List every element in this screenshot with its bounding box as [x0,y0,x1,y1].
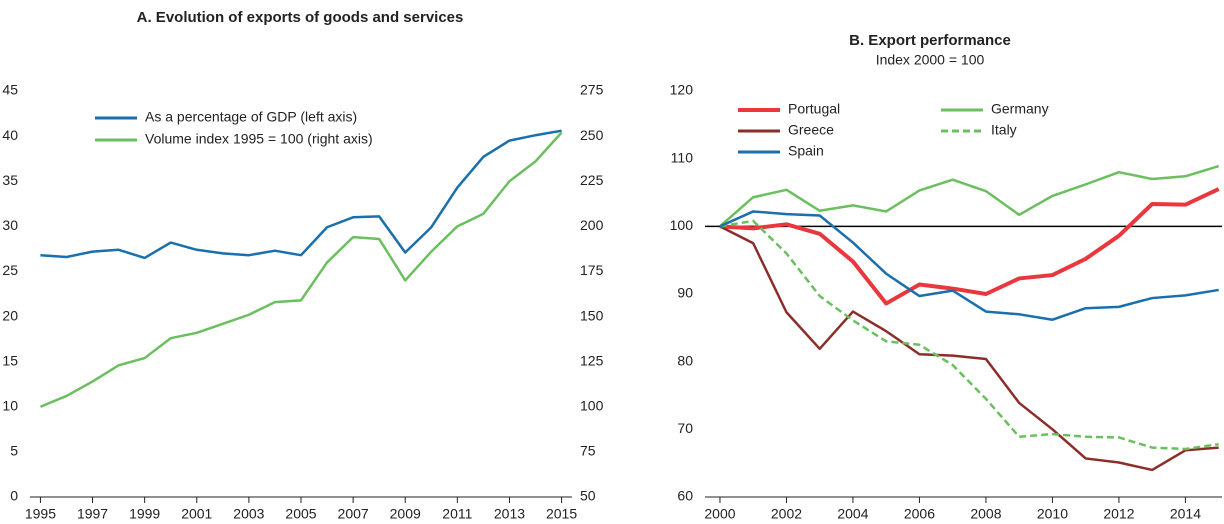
y-tick-label: 25 [2,262,18,278]
y2-tick-label: 50 [580,488,596,504]
y2-tick-label: 200 [580,217,604,233]
x-tick-label: 2004 [837,506,868,522]
series-line [39,131,563,408]
x-tick-label: 2014 [1170,506,1201,522]
y-tick-label: 35 [2,172,18,188]
chart-title: A. Evolution of exports of goods and ser… [137,9,464,26]
y-tick-label: 45 [2,82,18,98]
y2-tick-label: 125 [580,352,604,368]
x-tick-label: 2006 [904,506,935,522]
x-tick-label: 2010 [1037,506,1068,522]
legend-label: Portugal [788,101,840,117]
x-tick-label: 2013 [494,506,525,522]
y2-tick-label: 75 [580,443,596,459]
y-tick-label: 30 [2,217,18,233]
y2-tick-label: 100 [580,397,604,413]
y-tick-label: 15 [2,352,18,368]
x-tick-label: 2005 [285,506,316,522]
legend-label: Italy [991,122,1017,138]
x-tick-label: 2015 [546,506,577,522]
y-tick-label: 100 [670,217,694,233]
y2-tick-label: 225 [580,172,604,188]
x-tick-label: 2002 [771,506,802,522]
y-tick-label: 20 [2,307,18,323]
chart-subtitle: Index 2000 = 100 [876,52,985,68]
x-tick-label: 2009 [390,506,421,522]
legend-label: As a percentage of GDP (left axis) [145,109,357,125]
series-line [719,164,1220,228]
x-tick-label: 2008 [970,506,1001,522]
y-tick-label: 110 [671,149,694,165]
y-tick-label: 0 [10,488,18,504]
legend-label: Spain [788,143,824,159]
x-tick-label: 2001 [181,506,212,522]
x-tick-label: 2003 [233,506,264,522]
y-tick-label: 70 [677,420,693,436]
y2-tick-label: 250 [580,127,604,143]
y-tick-label: 80 [677,352,693,368]
x-tick-label: 2007 [338,506,369,522]
x-tick-label: 2011 [442,506,472,522]
x-tick-label: 1999 [129,506,160,522]
series-line [719,219,1219,451]
legend-label: Germany [991,101,1049,117]
x-tick-label: 2012 [1103,506,1134,522]
y-tick-label: 5 [10,443,18,459]
series-line [40,129,562,260]
series-line [719,225,1219,472]
y2-tick-label: 175 [580,262,604,278]
y-tick-label: 60 [677,488,693,504]
legend-label: Greece [788,122,834,138]
chart-title: B. Export performance [849,32,1011,49]
y-tick-label: 40 [2,127,18,143]
y-tick-label: 120 [670,82,694,98]
y-tick-label: 90 [677,285,693,301]
x-tick-label: 1997 [77,506,108,522]
series-line [719,187,1220,306]
y2-tick-label: 150 [580,307,604,323]
legend-label: Volume index 1995 = 100 (right axis) [145,131,373,147]
series-line [719,210,1219,321]
y-tick-label: 10 [2,397,18,413]
x-tick-label: 1995 [25,506,56,522]
y2-tick-label: 275 [580,82,604,98]
x-tick-label: 2000 [704,506,735,522]
